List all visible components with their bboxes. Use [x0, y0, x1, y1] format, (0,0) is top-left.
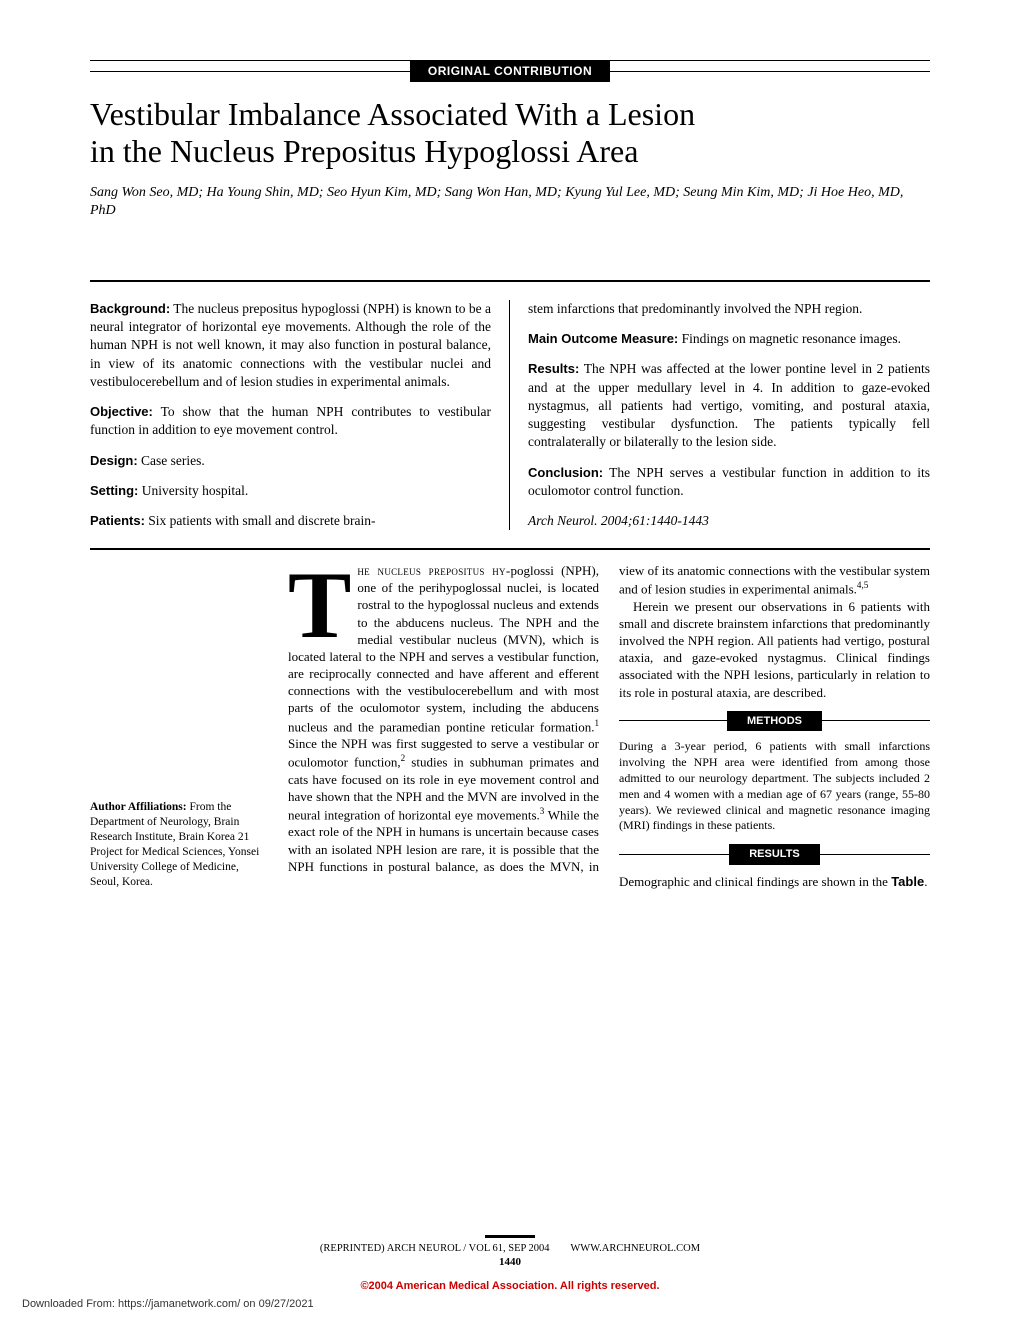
title-line-1: Vestibular Imbalance Associated With a L… — [90, 96, 695, 132]
abstract-outcome: Main Outcome Measure: Findings on magnet… — [528, 330, 930, 348]
affiliations: Author Affiliations: From the Department… — [90, 800, 270, 890]
download-note: Downloaded From: https://jamanetwork.com… — [22, 1298, 314, 1310]
category-label: ORIGINAL CONTRIBUTION — [410, 60, 610, 82]
citation: Arch Neurol. 2004;61:1440-1443 — [528, 512, 930, 530]
intro-paragraph-2: Herein we present our observations in 6 … — [619, 598, 930, 701]
design-label: Design: — [90, 453, 138, 468]
abstract-col-left: Background: The nucleus prepositus hypog… — [90, 300, 510, 530]
abstract-col-right: stem infarctions that predominantly invo… — [510, 300, 930, 530]
outcome-label: Main Outcome Measure: — [528, 331, 678, 346]
abstract-background: Background: The nucleus prepositus hypog… — [90, 300, 491, 391]
affiliations-label: Author Affiliations: — [90, 801, 189, 813]
methods-heading: METHODS — [619, 711, 930, 732]
first-caps: he nucleus prepositus hy- — [357, 563, 510, 578]
setting-label: Setting: — [90, 483, 138, 498]
setting-text: University hospital. — [138, 483, 248, 498]
category-banner: ORIGINAL CONTRIBUTION — [90, 60, 930, 82]
abstract-setting: Setting: University hospital. — [90, 482, 491, 500]
results-head-label: RESULTS — [729, 844, 820, 865]
results-text: The NPH was affected at the lower pontin… — [528, 361, 930, 449]
results-end: . — [924, 874, 927, 889]
rule-left — [90, 71, 410, 72]
author-list: Sang Won Seo, MD; Ha Young Shin, MD; Seo… — [90, 184, 930, 220]
page-number: 1440 — [499, 1256, 521, 1268]
heading-rule-left — [619, 720, 727, 721]
abstract-patients: Patients: Six patients with small and di… — [90, 512, 491, 530]
heading-rule-right — [822, 720, 930, 721]
copyright-notice: ©2004 American Medical Association. All … — [0, 1280, 1020, 1292]
patients-text: Six patients with small and discrete bra… — [145, 513, 376, 528]
dropcap: T — [288, 562, 357, 642]
results-body-text: Demographic and clinical findings are sh… — [619, 874, 891, 889]
objective-label: Objective: — [90, 404, 153, 419]
abstract-conclusion: Conclusion: The NPH serves a vestibular … — [528, 464, 930, 500]
abstract-design: Design: Case series. — [90, 452, 491, 470]
design-text: Case series. — [138, 453, 205, 468]
affiliations-text: From the Department of Neurology, Brain … — [90, 801, 259, 888]
article-title: Vestibular Imbalance Associated With a L… — [90, 96, 930, 170]
abstract-objective: Objective: To show that the human NPH co… — [90, 403, 491, 439]
page-footer: (REPRINTED) ARCH NEUROL / VOL 61, SEP 20… — [0, 1235, 1020, 1270]
body-area: Author Affiliations: From the Department… — [90, 562, 930, 890]
ref-45: 4,5 — [857, 580, 868, 590]
footer-rule — [485, 1235, 535, 1238]
heading-rule-left-2 — [619, 854, 729, 855]
results-paragraph: Demographic and clinical findings are sh… — [619, 873, 930, 890]
conclusion-label: Conclusion: — [528, 465, 603, 480]
ref-1: 1 — [594, 718, 599, 728]
results-heading: RESULTS — [619, 844, 930, 865]
methods-label: METHODS — [727, 711, 822, 732]
abstract-box: Background: The nucleus prepositus hypog… — [90, 280, 930, 550]
body-text: The nucleus prepositus hy-poglossi (NPH)… — [288, 562, 930, 890]
heading-rule-right-2 — [820, 854, 930, 855]
title-line-2: in the Nucleus Prepositus Hypoglossi Are… — [90, 133, 638, 169]
background-label: Background: — [90, 301, 170, 316]
patients-label: Patients: — [90, 513, 145, 528]
outcome-text: Findings on magnetic resonance images. — [678, 331, 901, 346]
footer-left: (REPRINTED) ARCH NEUROL / VOL 61, SEP 20… — [320, 1243, 550, 1254]
patients-continued: stem infarctions that predominantly invo… — [528, 300, 930, 318]
methods-paragraph: During a 3-year period, 6 patients with … — [619, 739, 930, 834]
table-reference: Table — [891, 874, 924, 889]
footer-right: WWW.ARCHNEUROL.COM — [570, 1243, 700, 1254]
results-label: Results: — [528, 361, 579, 376]
rule-right — [610, 71, 930, 72]
abstract-results: Results: The NPH was affected at the low… — [528, 360, 930, 451]
affiliations-column: Author Affiliations: From the Department… — [90, 562, 270, 890]
